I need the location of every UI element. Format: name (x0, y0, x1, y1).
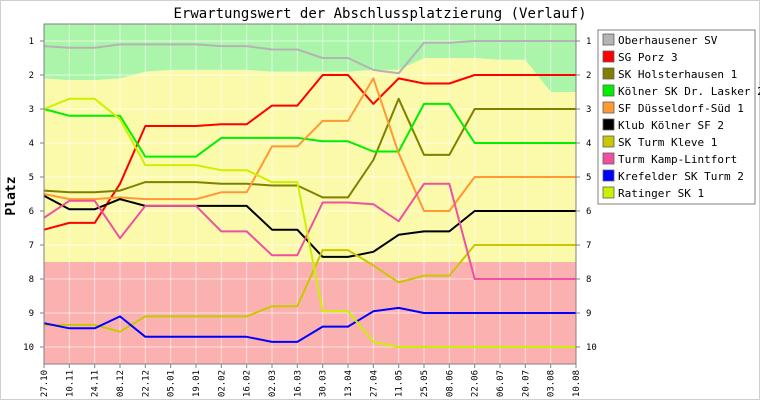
legend-label: Kölner SK Dr. Lasker 2 (618, 85, 760, 98)
y-tick-label-left: 1 (29, 37, 34, 47)
y-tick-label-left: 4 (29, 139, 34, 149)
legend: Oberhausener SV SG Porz 3 SK Holsterhausen… (597, 29, 760, 205)
x-tick-label: 08.06 (445, 370, 455, 397)
legend-swatch (602, 67, 615, 80)
x-tick-label: 27.04 (369, 370, 379, 397)
y-tick-label-left: 9 (29, 309, 34, 319)
x-tick-label: 22.06 (471, 370, 481, 397)
y-tick-label-left: 10 (23, 343, 34, 353)
y-tick-label-left: 5 (29, 173, 34, 183)
plot-border (43, 23, 577, 365)
x-tick-label: 03.08 (547, 370, 557, 397)
y-tick-label-left: 3 (29, 105, 34, 115)
legend-label: Krefelder SK Turm 2 (618, 170, 744, 183)
series-line-7 (44, 244, 576, 333)
chart-title: Erwartungswert der Abschlussplatzierung … (173, 6, 586, 22)
x-tick-label: 06.07 (496, 370, 506, 397)
legend-label: SG Porz 3 (618, 51, 678, 64)
legend-swatch (602, 186, 615, 199)
legend-box (597, 29, 756, 205)
y-tick-label-right: 6 (586, 207, 591, 217)
y-tick-label-left: 6 (29, 207, 34, 217)
x-tick-label: 16.02 (243, 370, 253, 397)
legend-swatch (602, 101, 615, 114)
y-axis-label: Platz (4, 176, 19, 215)
y-tick-label-right: 2 (586, 71, 591, 81)
x-tick-label: 16.03 (293, 370, 303, 397)
y-tick-label-right: 10 (586, 343, 597, 353)
zone-yellow (44, 58, 576, 262)
legend-label: Turm Kamp-Lintfort (618, 153, 737, 166)
x-tick-label: 02.02 (217, 370, 227, 397)
series-line-1 (43, 40, 576, 75)
series-line-2 (43, 74, 576, 231)
x-tick-label: 30.03 (319, 370, 329, 397)
x-tick-label: 10.11 (65, 370, 75, 397)
series-line-4 (43, 102, 576, 158)
x-tick-label: 11.05 (395, 370, 405, 397)
x-tick-label: 10.08 (572, 370, 582, 397)
y-tick-label-left: 2 (29, 71, 34, 81)
axes: 1 1 2 2 3 3 4 4 5 5 6 6 7 7 8 8 9 9 10 10 27.10 10.11 24.11 08.… (23, 23, 597, 397)
x-tick-label: 05.01 (167, 370, 177, 397)
x-tick-label: 20.07 (521, 370, 531, 397)
legend-label: Oberhausener SV (618, 34, 718, 47)
legend-swatch (602, 33, 615, 46)
series-line-8 (43, 182, 576, 280)
legend-label: SK Holsterhausen 1 (618, 68, 737, 81)
y-tick-label-right: 1 (586, 37, 591, 47)
series-lines (43, 40, 576, 348)
y-tick-label-right: 8 (586, 275, 591, 285)
y-tick-label-right: 7 (586, 241, 591, 251)
y-tick-label-right: 5 (586, 173, 591, 183)
x-tick-label: 08.12 (116, 370, 126, 397)
x-tick-label: 27.10 (40, 370, 50, 397)
legend-swatch (602, 152, 615, 165)
series-line-9 (43, 306, 576, 343)
y-tick-label-left: 7 (29, 241, 34, 251)
legend-swatch (602, 169, 615, 182)
x-tick-label: 25.05 (420, 370, 430, 397)
series-line-5 (43, 77, 576, 212)
legend-label: Klub Kölner SF 2 (618, 119, 724, 132)
x-tick-label: 02.03 (268, 370, 278, 397)
y-tick-label-right: 4 (586, 139, 591, 149)
y-tick-label-right: 9 (586, 309, 591, 319)
y-tick-label-right: 3 (586, 105, 591, 115)
legend-label: SK Turm Kleve 1 (618, 136, 717, 149)
legend-swatch (602, 135, 615, 148)
y-tick-label-left: 8 (29, 275, 34, 285)
x-tick-label: 19.01 (192, 370, 202, 397)
legend-swatch (602, 50, 615, 63)
legend-swatch (602, 118, 615, 131)
x-tick-label: 22.12 (141, 370, 151, 397)
legend-label: SF Düsseldorf-Süd 1 (618, 102, 744, 115)
x-tick-label: 24.11 (91, 370, 101, 397)
legend-swatch (602, 84, 615, 97)
x-tick-label: 13.04 (344, 370, 354, 397)
series-line-3 (43, 97, 576, 199)
series-line-10 (43, 97, 576, 348)
legend-label: Ratinger SK 1 (618, 187, 704, 200)
